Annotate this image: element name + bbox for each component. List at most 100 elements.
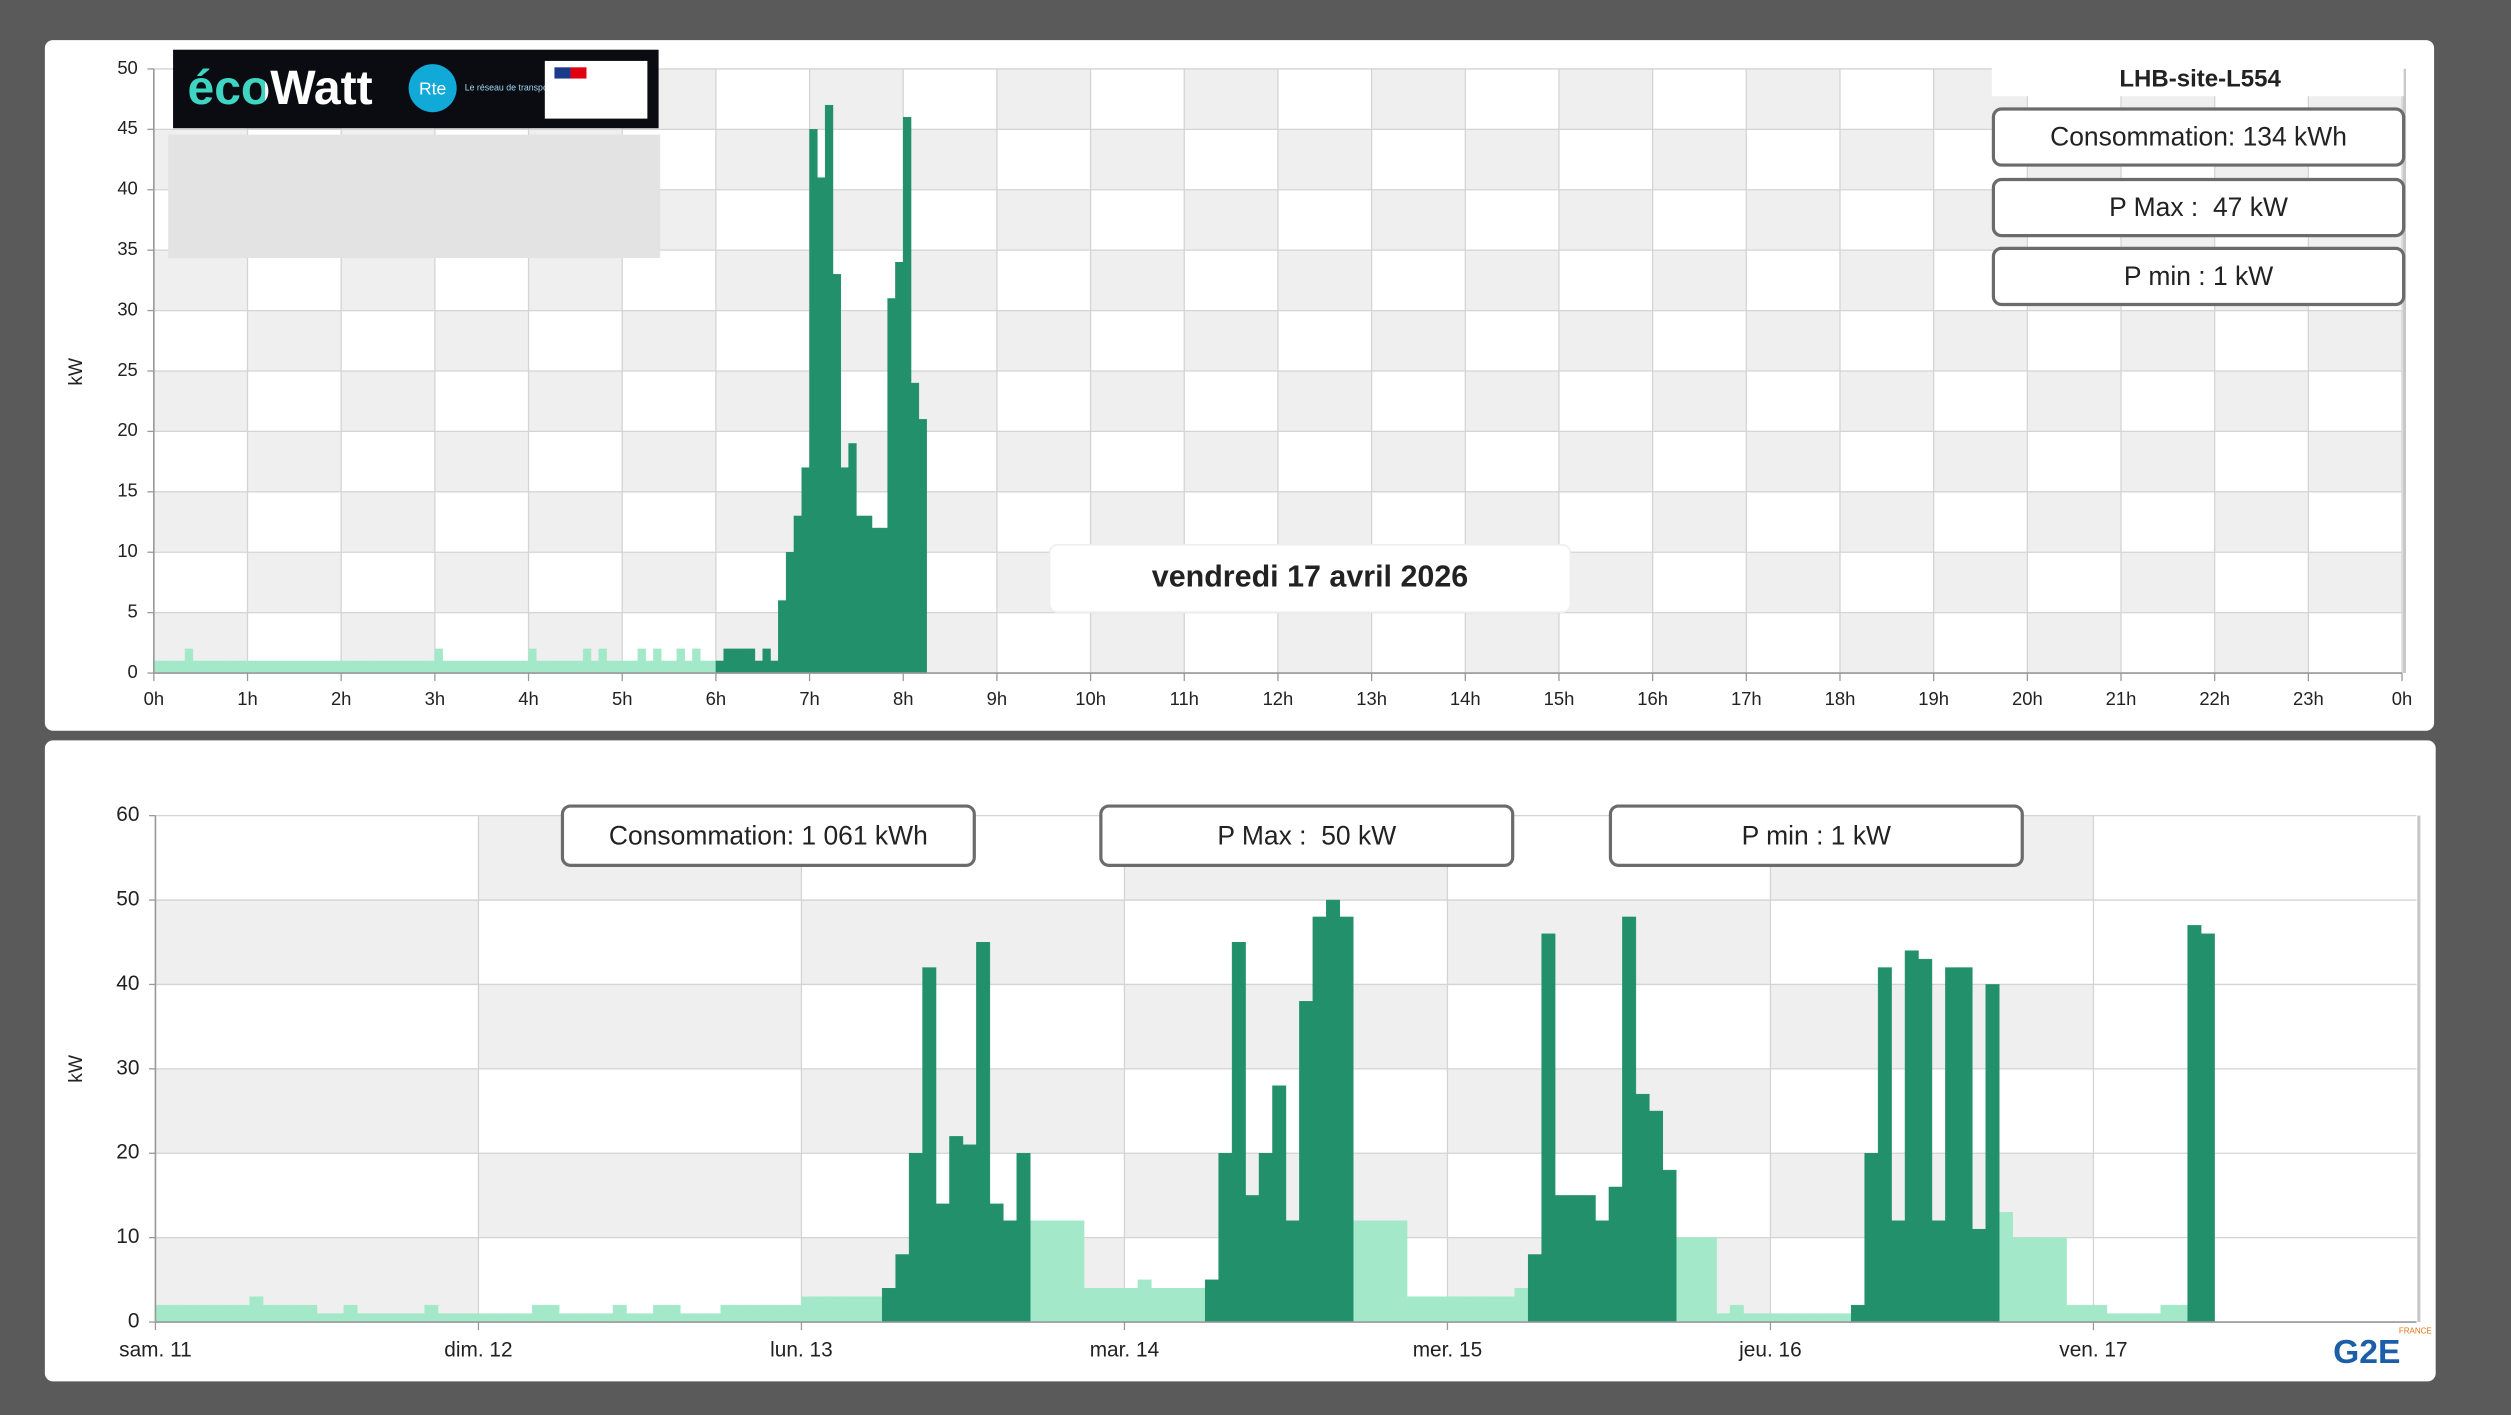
bar (301, 660, 311, 674)
bar (976, 942, 991, 1323)
bar (1568, 1195, 1583, 1323)
bar (1003, 1220, 1018, 1323)
bar (169, 660, 178, 674)
bar (356, 660, 365, 674)
grid-band (153, 431, 248, 492)
bar (545, 1304, 560, 1323)
x-tick-label: 1h (237, 688, 257, 709)
grid-band (1184, 189, 1278, 251)
bar (1999, 1212, 2013, 1323)
grid-band (996, 491, 1091, 553)
bar (2133, 1313, 2148, 1323)
grid-band (1839, 431, 1934, 492)
x-tick-label: 9h (987, 688, 1007, 709)
bar (303, 1304, 318, 1323)
grid-band (622, 431, 716, 492)
bar (551, 660, 560, 674)
stat-box (1608, 804, 2024, 867)
bar (1339, 916, 1354, 1323)
bar (278, 660, 287, 674)
bar (707, 660, 717, 674)
grid-band (1839, 552, 1934, 613)
bar (824, 104, 834, 674)
bar (1312, 916, 1327, 1323)
grid-band (1839, 310, 1934, 371)
bar (1285, 1220, 1300, 1323)
bar (235, 1304, 250, 1323)
bar (629, 660, 639, 674)
grid-band (2214, 552, 2309, 613)
grid-band (1277, 491, 1372, 553)
bar (778, 600, 787, 674)
grid-band (2121, 431, 2215, 492)
grid-band (2027, 491, 2122, 553)
grid-band (2027, 310, 2122, 371)
bar (902, 117, 912, 674)
y-axis-label: kW (66, 1054, 87, 1083)
bar (1770, 1313, 1785, 1323)
bar (1191, 1288, 1206, 1323)
grid-band (153, 552, 248, 613)
grid-band (155, 900, 479, 985)
grid-band (1447, 984, 1771, 1069)
x-tick-label: 17h (1731, 688, 1762, 709)
grid-band (434, 310, 529, 371)
bar (505, 1313, 520, 1323)
bar (922, 967, 937, 1323)
bar (785, 551, 795, 674)
grid-band (2121, 370, 2215, 432)
bar (2147, 1313, 2161, 1323)
grid-band (1184, 250, 1278, 311)
grid-band (2214, 310, 2309, 371)
bar (1824, 1313, 1838, 1323)
date-box (1048, 544, 1572, 613)
bar (442, 660, 451, 674)
rte-logo: Rte (419, 78, 447, 98)
grid-band (1652, 491, 1747, 553)
grid-band (153, 370, 248, 432)
grid-band (155, 1068, 479, 1154)
g2e-sub: FRANCE (2399, 1327, 2432, 1336)
grid-band (1558, 612, 1653, 674)
bar (1810, 1313, 1825, 1323)
bar (473, 660, 482, 674)
bar (1326, 899, 1341, 1323)
bar (397, 1313, 412, 1323)
bar (1527, 1254, 1542, 1323)
bar (216, 660, 225, 674)
bar (895, 262, 904, 674)
stat-box (1991, 246, 2406, 307)
grid-band (1090, 370, 1185, 432)
grid-band (1277, 612, 1372, 674)
bar (1985, 984, 2000, 1323)
x-tick-label: ven. 17 (2059, 1338, 2127, 1361)
bar (465, 660, 475, 674)
grid-band (2308, 491, 2403, 553)
grid-band (1839, 68, 1934, 130)
bar (1447, 1296, 1462, 1323)
bar (637, 648, 646, 674)
grid-band (1839, 612, 1934, 674)
bar (348, 660, 358, 674)
grid-band (1371, 189, 1466, 251)
grid-band (1184, 612, 1278, 674)
bar (2160, 1304, 2175, 1323)
chart-title: LHB-site-L554 (2119, 65, 2281, 92)
grid-band (1090, 431, 1185, 492)
grid-band (478, 1153, 802, 1238)
x-tick-label: 2h (331, 688, 351, 709)
grid-band (903, 129, 997, 190)
x-tick-label: 4h (518, 688, 538, 709)
grid-band (1933, 612, 2028, 674)
y-tick-label: 40 (117, 178, 137, 199)
grid-band (1839, 370, 1934, 432)
bar (1689, 1237, 1704, 1323)
bar (1608, 1186, 1623, 1323)
grid-band (247, 491, 342, 553)
bar (1474, 1296, 1489, 1323)
grid-band (1933, 552, 2028, 613)
bar (895, 1254, 910, 1323)
bar (247, 660, 256, 674)
bar (879, 527, 888, 674)
